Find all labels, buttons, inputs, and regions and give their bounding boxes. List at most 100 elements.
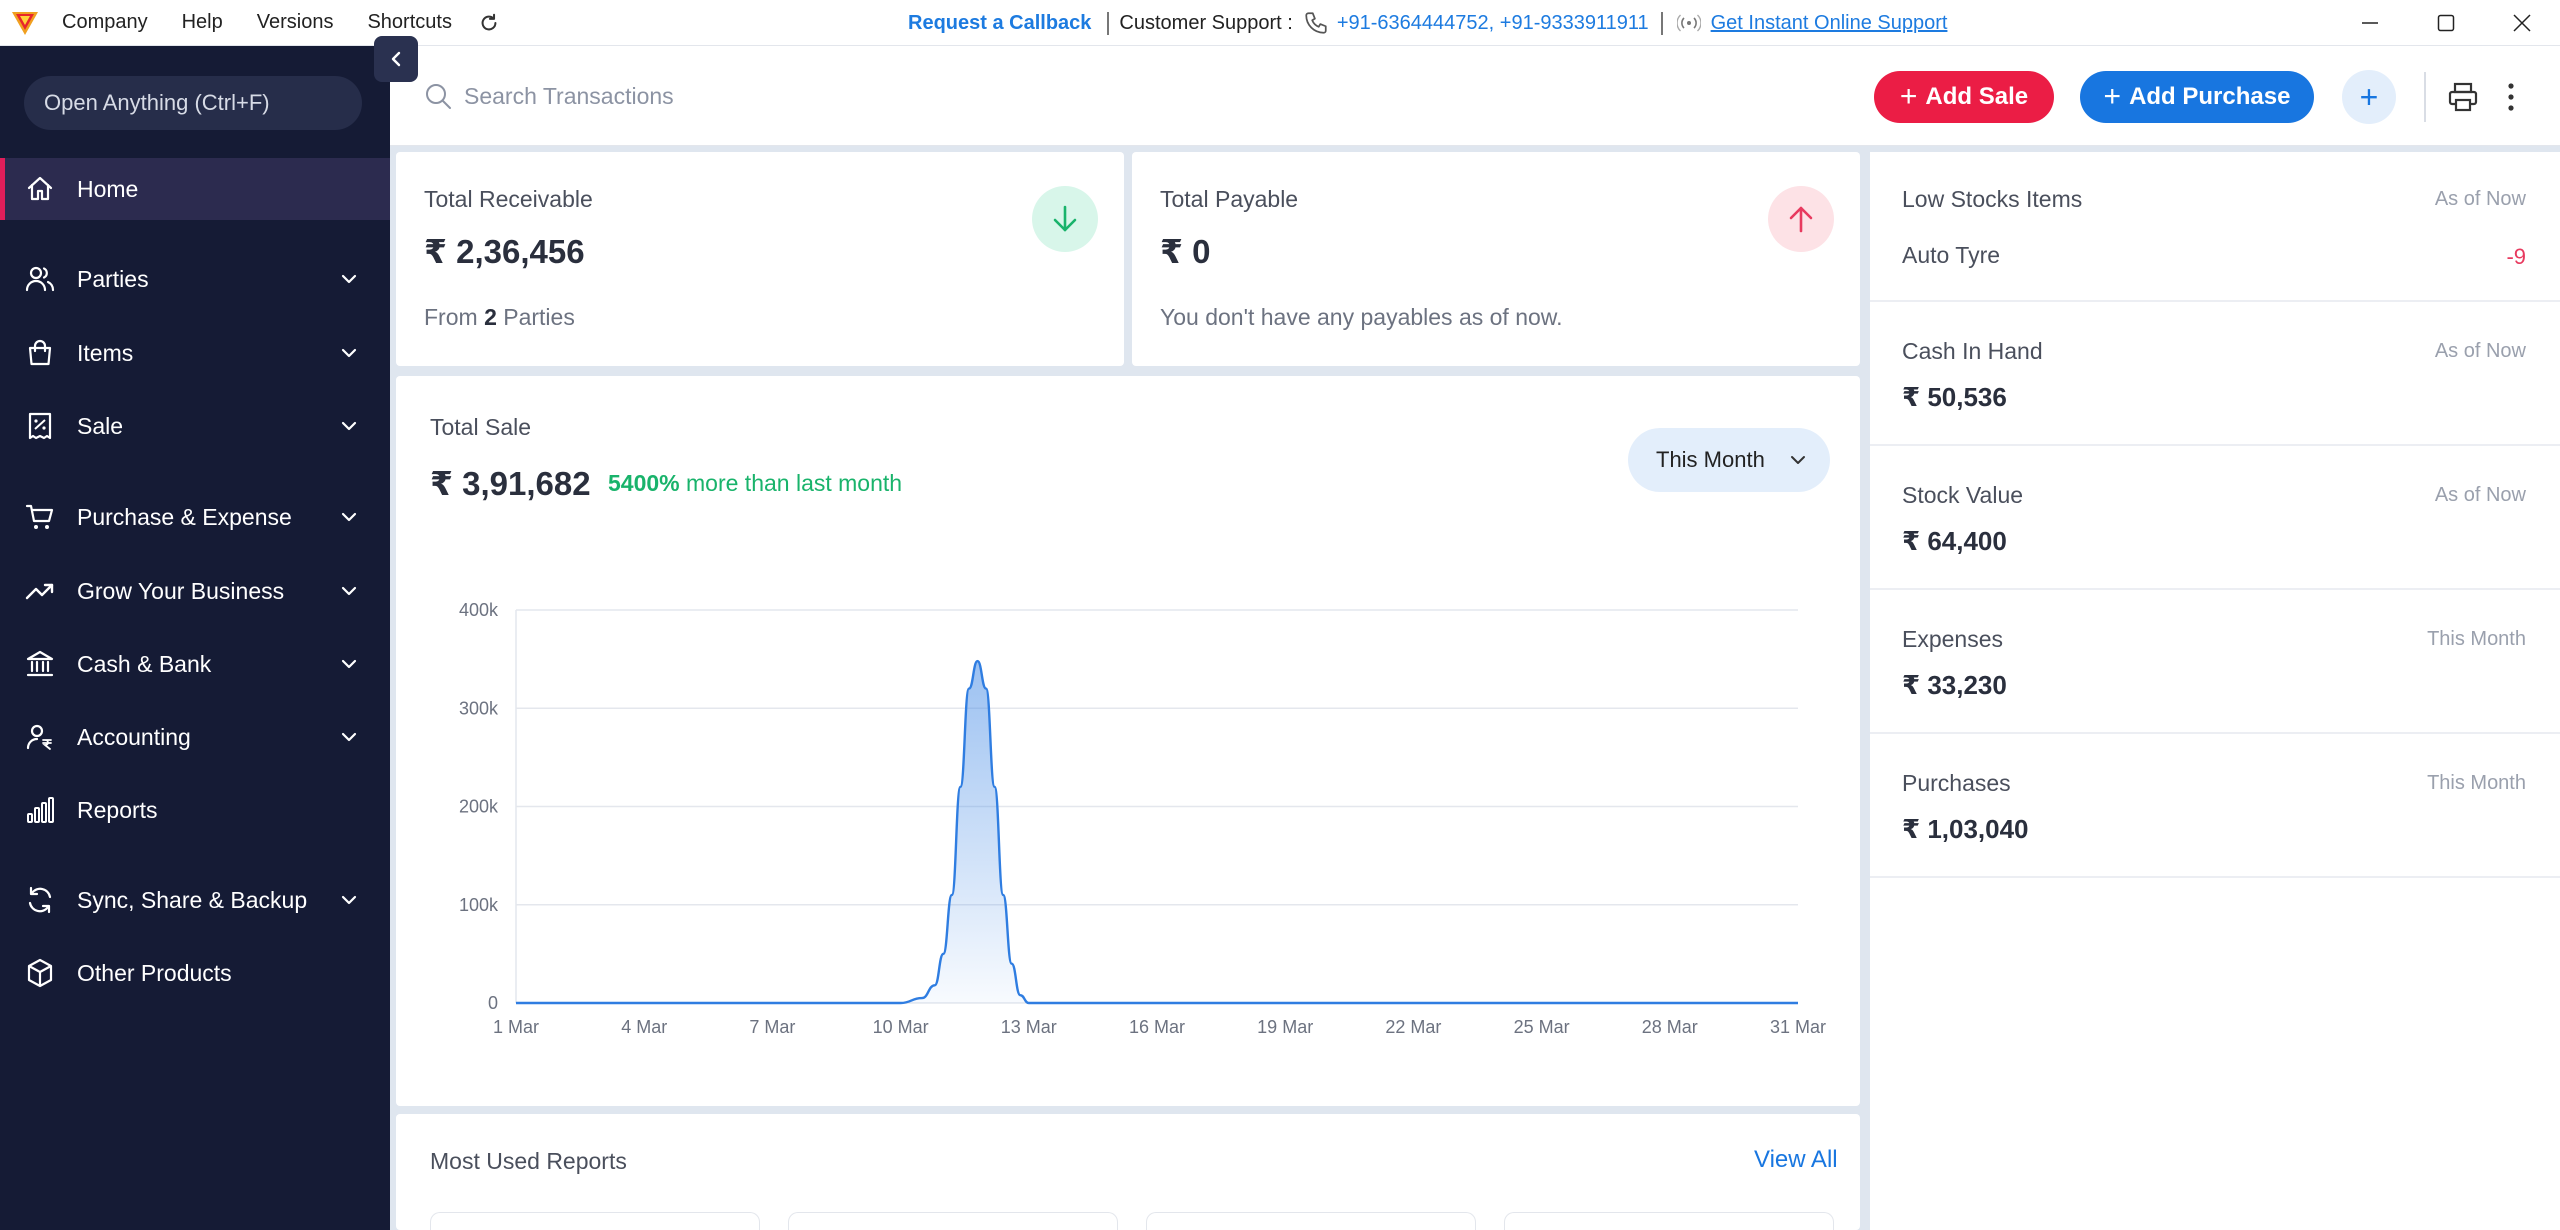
window-controls: [2332, 0, 2560, 46]
sale-line: [516, 659, 1798, 1005]
instant-online-support-link[interactable]: Get Instant Online Support: [1710, 11, 1948, 34]
purchases-section[interactable]: Purchases This Month ₹ 1,03,040: [1870, 734, 2560, 878]
sidebar-item-sale[interactable]: Sale: [0, 395, 390, 457]
sidebar-item-purchase-expense[interactable]: Purchase & Expense: [0, 486, 390, 548]
sidebar-item-accounting[interactable]: Accounting: [0, 706, 390, 768]
support-label: Customer Support :: [1119, 11, 1293, 34]
y-tick-label: 200k: [459, 797, 499, 817]
expenses-amount: ₹ 33,230: [1902, 670, 2007, 700]
report-tile[interactable]: [1504, 1212, 1834, 1230]
x-tick-label: 28 Mar: [1642, 1017, 1698, 1037]
collapse-sidebar-button[interactable]: [374, 36, 418, 82]
stock-value-title: Stock Value: [1902, 482, 2024, 508]
purchases-title: Purchases: [1902, 770, 2011, 796]
maximize-button[interactable]: [2408, 0, 2484, 46]
purchases-amount: ₹ 1,03,040: [1902, 814, 2029, 844]
total-receivable-card[interactable]: Total Receivable ₹ 2,36,456 From 2 Parti…: [396, 152, 1124, 366]
y-tick-label: 0: [488, 993, 498, 1013]
action-bar: + Add Sale + Add Purchase +: [390, 46, 2560, 146]
report-tile[interactable]: [430, 1212, 760, 1230]
x-tick-label: 10 Mar: [873, 1017, 929, 1037]
sidebar-item-reports[interactable]: Reports: [0, 779, 390, 841]
add-sale-button[interactable]: + Add Sale: [1874, 71, 2054, 123]
stock-value-section[interactable]: Stock Value As of Now ₹ 64,400: [1870, 446, 2560, 590]
sidebar-item-parties[interactable]: Parties: [0, 248, 390, 310]
x-tick-label: 19 Mar: [1257, 1017, 1313, 1037]
menu-help[interactable]: Help: [181, 11, 223, 33]
card-title: Total Sale: [430, 414, 532, 440]
low-stock-item-qty: -9: [2506, 244, 2526, 269]
close-window-button[interactable]: [2484, 0, 2560, 46]
right-panel-empty: [1870, 878, 2560, 1230]
stock-value-amount: ₹ 64,400: [1902, 526, 2007, 556]
cash-in-hand-amount: ₹ 50,536: [1902, 382, 2007, 412]
sync-icon: [28, 886, 52, 914]
report-tile[interactable]: [1146, 1212, 1476, 1230]
parties-count: 2: [484, 304, 497, 330]
sidebar-item-home[interactable]: Home: [0, 158, 390, 220]
sidebar-item-label: Other Products: [77, 959, 232, 986]
minimize-icon: [2362, 22, 2378, 24]
search-icon: [426, 84, 451, 109]
sidebar-item-sync-share-backup[interactable]: Sync, Share & Backup: [0, 869, 390, 931]
more-options-icon[interactable]: [2504, 80, 2518, 114]
sidebar-item-items[interactable]: Items: [0, 322, 390, 384]
card-title: Total Payable: [1160, 186, 1299, 212]
arrow-up-icon: [1789, 206, 1813, 233]
support-phone-numbers[interactable]: +91-6364444752, +91-9333911911: [1337, 11, 1663, 35]
add-purchase-label: Add Purchase: [2129, 83, 2291, 110]
add-sale-label: Add Sale: [1925, 83, 2029, 110]
printer-icon[interactable]: [2446, 80, 2480, 114]
refresh-icon[interactable]: [478, 12, 500, 34]
title-menubar: Company Help Versions Shortcuts Request …: [0, 0, 2560, 46]
sale-amount: ₹ 3,91,682: [430, 465, 591, 502]
sidebar-item-label: Purchase & Expense: [77, 503, 292, 530]
expenses-section[interactable]: Expenses This Month ₹ 33,230: [1870, 590, 2560, 734]
menu-versions[interactable]: Versions: [256, 11, 334, 33]
period-dropdown[interactable]: This Month: [1628, 428, 1830, 492]
payable-note: You don't have any payables as of now.: [1160, 304, 1563, 330]
menu-company[interactable]: Company: [62, 11, 148, 33]
cash-in-hand-period: As of Now: [2434, 340, 2526, 362]
plus-icon: +: [2359, 78, 2379, 115]
stock-value-period: As of Now: [2434, 484, 2526, 506]
growth-text: more than last month: [686, 470, 903, 496]
bar-chart-icon: [27, 797, 54, 823]
report-tile[interactable]: [788, 1212, 1118, 1230]
plus-icon: +: [2103, 80, 2122, 113]
y-tick-label: 300k: [459, 698, 499, 718]
card-title: Total Receivable: [424, 186, 593, 212]
receivable-badge: [1032, 186, 1098, 252]
add-purchase-button[interactable]: + Add Purchase: [2080, 71, 2314, 123]
sidebar-item-label: Sync, Share & Backup: [77, 886, 308, 913]
payable-badge: [1768, 186, 1834, 252]
add-more-button[interactable]: +: [2342, 70, 2396, 124]
expenses-period: This Month: [2427, 628, 2526, 650]
request-callback-link[interactable]: Request a Callback: [908, 11, 1110, 35]
support-bar: Request a Callback Customer Support : +9…: [908, 0, 1947, 46]
low-stock-period: As of Now: [2434, 188, 2526, 210]
low-stock-section[interactable]: Low Stocks Items As of Now Auto Tyre -9: [1870, 152, 2560, 302]
trend-up-icon: [25, 583, 54, 600]
sidebar-item-label: Items: [77, 339, 134, 366]
sidebar-item-grow-business[interactable]: Grow Your Business: [0, 560, 390, 622]
expenses-title: Expenses: [1902, 626, 2004, 652]
arrow-down-icon: [1053, 205, 1077, 232]
view-all-link[interactable]: View All: [1754, 1146, 1838, 1173]
menu-shortcuts[interactable]: Shortcuts: [367, 11, 452, 33]
sidebar-item-cash-bank[interactable]: Cash & Bank: [0, 633, 390, 695]
receivable-amount: ₹ 2,36,456: [424, 233, 585, 270]
minimize-button[interactable]: [2332, 0, 2408, 46]
x-tick-label: 1 Mar: [493, 1017, 539, 1037]
home-icon: [27, 176, 53, 201]
low-stock-item-name: Auto Tyre: [1902, 242, 2001, 268]
search-transactions-input[interactable]: [464, 74, 1064, 118]
cash-in-hand-section[interactable]: Cash In Hand As of Now ₹ 50,536: [1870, 302, 2560, 446]
total-payable-card[interactable]: Total Payable ₹ 0 You don't have any pay…: [1132, 152, 1860, 366]
sidebar-item-other-products[interactable]: Other Products: [0, 942, 390, 1004]
growth-percent: 5400%: [608, 470, 680, 496]
receivable-parties-text: From 2 Parties: [424, 304, 575, 331]
chevron-down-icon: [341, 659, 357, 669]
open-anything-search[interactable]: Open Anything (Ctrl+F): [24, 76, 362, 130]
x-tick-label: 31 Mar: [1770, 1017, 1826, 1037]
